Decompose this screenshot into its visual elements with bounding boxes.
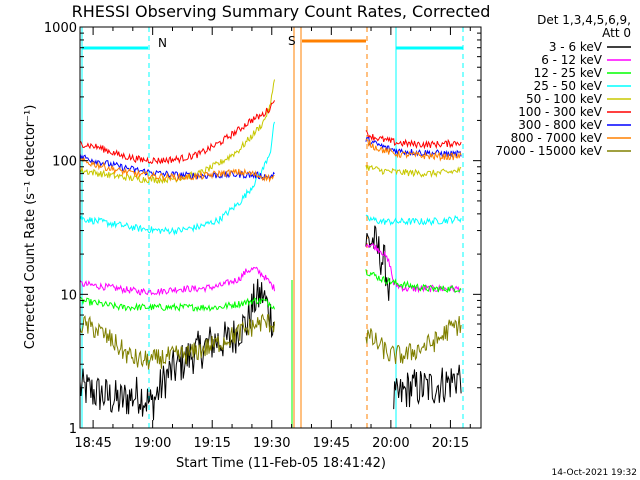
legend-label: 12 - 25 keV xyxy=(534,66,603,80)
series-6-12keV xyxy=(79,242,462,297)
series-line xyxy=(393,364,462,410)
x-axis-label: Start Time (11-Feb-05 18:41:42) xyxy=(176,456,386,471)
saa-flag-label: S xyxy=(288,34,296,48)
x-tick-label: 19:45 xyxy=(313,436,350,451)
series-3-6keV xyxy=(79,225,462,421)
series-line xyxy=(79,296,275,313)
y-tick-label: 100 xyxy=(52,155,77,170)
plot-frame xyxy=(79,26,482,429)
series-50-100keV xyxy=(79,79,462,185)
x-tick-label: 18:45 xyxy=(74,436,111,451)
series-line xyxy=(79,266,275,297)
series-7000-15000keV xyxy=(79,313,462,370)
series-line xyxy=(79,121,275,236)
series-line xyxy=(365,269,462,293)
x-tick-label: 19:30 xyxy=(253,436,290,451)
series-line xyxy=(365,225,391,301)
timestamp: 14-Oct-2021 19:32 xyxy=(552,468,637,478)
x-tick-label: 19:15 xyxy=(193,436,230,451)
series-line xyxy=(365,136,462,158)
legend-header-line-2: Att 0 xyxy=(602,26,631,40)
series-line xyxy=(79,100,275,165)
y-tick-label: 1 xyxy=(69,422,77,437)
series-line xyxy=(79,278,275,421)
legend-label: 50 - 100 keV xyxy=(526,92,603,106)
legend-label: 800 - 7000 keV xyxy=(511,131,603,145)
y-axis-label: Corrected Count Rate (s⁻¹ detector⁻¹) xyxy=(23,105,38,350)
series-25-50keV xyxy=(79,121,462,236)
series-line xyxy=(365,130,462,150)
legend-header-line-1: Det 1,3,4,5,6,9, xyxy=(537,13,631,27)
legend-label: 6 - 12 keV xyxy=(541,53,603,67)
x-axis: 18:45 19:00 19:15 19:30 19:45 20:00 20:15 xyxy=(74,27,471,451)
legend-label: 25 - 50 keV xyxy=(534,79,603,93)
series-line xyxy=(365,214,462,227)
series-line xyxy=(365,164,462,179)
legend-label: 7000 - 15000 keV xyxy=(495,144,602,158)
plot-content xyxy=(79,27,464,428)
series-line xyxy=(79,153,275,181)
night-flag-label: N xyxy=(158,36,167,50)
y-tick-label: 1000 xyxy=(44,21,77,36)
series-800-7000keV xyxy=(80,138,462,183)
legend-label: 3 - 6 keV xyxy=(549,40,603,54)
legend-label: 300 - 800 keV xyxy=(518,118,602,132)
series-12-25keV xyxy=(79,269,462,313)
series-line xyxy=(365,242,462,294)
x-tick-label: 20:15 xyxy=(432,436,469,451)
x-tick-label: 20:00 xyxy=(372,436,409,451)
legend-label: 100 - 300 keV xyxy=(518,105,602,119)
series-line xyxy=(365,316,462,365)
y-tick-label: 10 xyxy=(60,288,77,303)
series-line xyxy=(80,156,275,183)
y-axis: 1 10 100 1000 xyxy=(44,21,481,437)
series-100-300keV xyxy=(79,100,462,165)
x-tick-label: 19:00 xyxy=(134,436,171,451)
series-line xyxy=(365,138,462,162)
series-line xyxy=(79,313,275,370)
chart-title: RHESSI Observing Summary Count Rates, Co… xyxy=(72,2,491,21)
